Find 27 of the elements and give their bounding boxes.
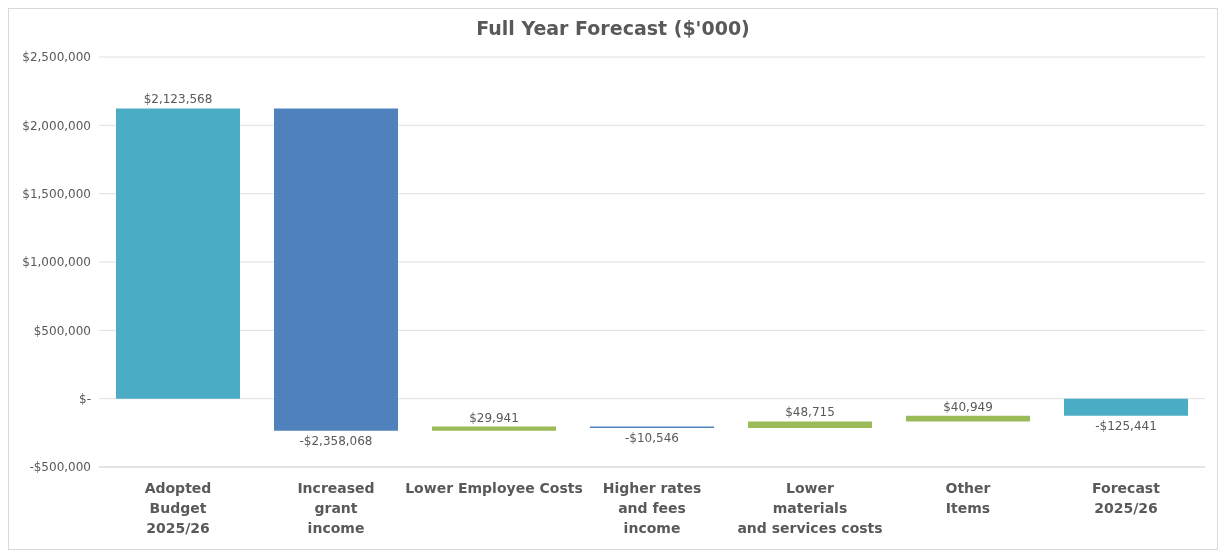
y-tick-label: $1,000,000 bbox=[22, 255, 91, 270]
data-label: -$2,358,068 bbox=[299, 433, 373, 448]
y-tick-label: $1,500,000 bbox=[22, 186, 91, 201]
x-tick-label: Higher rates and fees income bbox=[602, 480, 702, 536]
bar bbox=[432, 426, 556, 431]
chart-title: Full Year Forecast ($'000) bbox=[475, 16, 751, 41]
bar bbox=[748, 421, 872, 429]
data-label: $48,715 bbox=[785, 405, 835, 420]
bar bbox=[1064, 398, 1188, 416]
data-label: -$10,546 bbox=[625, 431, 679, 446]
bar bbox=[274, 108, 398, 431]
bar bbox=[116, 108, 240, 399]
x-tick-label: Lower Employee Costs bbox=[405, 480, 583, 496]
y-tick-label: $- bbox=[79, 391, 91, 406]
y-tick-label: $2,000,000 bbox=[22, 118, 91, 133]
data-label: $2,123,568 bbox=[143, 92, 213, 107]
y-tick-label: $500,000 bbox=[33, 323, 91, 338]
x-tick-label: Forecast 2025/26 bbox=[1092, 480, 1161, 516]
data-label: $29,941 bbox=[469, 410, 519, 425]
x-tick-label: Other Items bbox=[945, 480, 991, 516]
x-tick-label: Lower materials and services costs bbox=[737, 480, 883, 536]
y-tick-label: -$500,000 bbox=[29, 460, 91, 475]
x-tick-label: Adopted Budget 2025/26 bbox=[144, 480, 212, 536]
data-label: -$125,441 bbox=[1095, 418, 1157, 433]
data-label: $40,949 bbox=[943, 399, 993, 414]
x-tick-label: Increased grant income bbox=[297, 480, 375, 536]
y-tick-label: $2,500,000 bbox=[22, 50, 91, 65]
